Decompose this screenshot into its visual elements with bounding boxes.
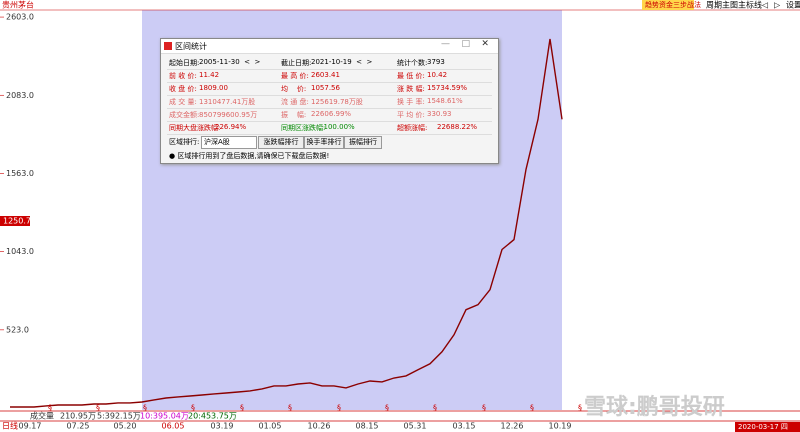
vol: 210.95万 [60,412,96,421]
price-line [10,38,563,408]
marker: § [48,404,52,413]
stock-name: 贵州茅台 [2,0,34,10]
stat-value: 3793 [427,58,445,66]
x-tick-label: 03.19 [211,422,234,431]
x-tick-label: 05.31 [404,422,427,431]
marker: § [482,404,486,413]
price-marker: 1250.7 [3,217,31,226]
marker: § [337,404,341,413]
vol-ma20: 20:453.75万 [188,412,237,421]
period: 日线 [2,421,18,431]
marker: § [240,404,244,413]
marker: § [143,404,147,413]
watermark: 雪球:鹏哥投研 [584,394,725,420]
menu-item[interactable]: ▷ [774,1,781,10]
vol-ma5: 5:392.15万 [97,412,141,421]
stat-label: 超额涨幅: [397,124,428,132]
x-tick-label: 01.05 [259,422,282,431]
strategy-box [642,0,694,10]
button[interactable]: 涨跌幅排行 [258,136,304,149]
stat-label: 成交金额: [169,111,200,119]
stats-dialog: 区间统计 — □ ✕ 起始日期: 2005-11-30 < > 截止日期: 2021-… [160,38,499,164]
rank-label: 区域排行: [169,138,200,146]
y-tick-label: 1043.0 [6,247,34,256]
stat-value: 2021-10-19 < > [311,58,373,66]
button[interactable]: 振幅排行 [344,136,382,149]
stat-label: 涨 跌 幅: [397,85,425,93]
marker: § [433,404,437,413]
stat-value: 22688.22% [437,123,478,131]
market-select[interactable]: 沪深A股 [201,136,257,149]
stat-label: 收 盘 价: [169,85,197,93]
x-tick-label: 06.05 [162,422,185,431]
stat-value: 850799600.95万 [199,111,258,119]
x-tick-label: 08.15 [356,422,379,431]
stat-label: 流 通 盘: [281,98,309,106]
stat-value: 1057.56 [311,84,340,92]
stat-label: 均 价: [281,85,307,93]
stat-value: 1809.00 [199,84,228,92]
stat-value: 2603.41 [311,71,340,79]
stat-value: 125619.78万股 [311,98,363,106]
stat-label: 同期大盘涨跌幅: [169,124,221,132]
marker: § [530,404,534,413]
stat-label: 起始日期: [169,59,200,67]
stat-label: 同期区涨跌幅: [281,124,326,132]
menu-item[interactable]: 设置 [786,0,800,10]
button[interactable]: 换手率排行 [304,136,344,149]
stat-value: 2005-11-30 < > [199,58,261,66]
stat-value: 15734.59% [427,84,468,92]
stat-label: 统计个数: [397,59,428,67]
dialog-title: 区间统计 [175,42,207,51]
stat-label: 平 均 价: [397,111,425,119]
y-tick-label: 2083.0 [6,91,34,100]
x-tick-label: 10.19 [549,422,572,431]
marker: § [288,404,292,413]
marker: § [96,404,100,413]
stat-value: 330.93 [427,110,452,118]
marker: § [385,404,389,413]
stat-value: 10.42 [427,71,448,79]
stat-value: 1310477.41万股 [199,98,256,106]
stat-value: -100.00% [321,123,355,131]
x-tick-label: 12.26 [501,422,524,431]
menu-item[interactable]: 主标线 [738,0,762,10]
stat-label: 最 低 价: [397,72,425,80]
marker: § [191,404,195,413]
menu-item[interactable]: 周期 [706,1,722,10]
vol-label: 成交量 [30,411,54,421]
stat-label: 最 高 价: [281,72,309,80]
x-tick-label: 09.17 [19,422,42,431]
note: ● 区域排行用到了盘后数据,请确保已下载盘后数据! [169,152,330,160]
stat-label: 振 幅: [281,111,307,119]
marker: § [578,404,582,413]
menu-item[interactable]: 主图 [722,0,738,10]
y-tick-label: 523.0 [6,325,29,334]
stat-label: 前 收 价: [169,72,197,80]
x-tick-label: 03.15 [453,422,476,431]
stat-value: 11.42 [199,71,220,79]
stat-label: 截止日期: [281,59,312,67]
stat-value: 1548.61% [427,97,463,105]
y-tick-label: 2603.0 [6,13,34,22]
x-tick-label: 05.20 [114,422,137,431]
stat-label: 成 交 量: [169,98,197,106]
date: 2020-03-17 四 [738,423,788,431]
vol-ma10: 10:395.04万 [140,412,189,421]
stat-value: 226.94% [215,123,247,131]
menu-item[interactable]: ◁ [761,1,768,10]
stat-value: 22606.99% [311,110,352,118]
x-tick-label: 10.26 [308,422,331,431]
y-tick-label: 1563.0 [6,169,34,178]
stat-label: 换 手 率: [397,98,425,106]
x-tick-label: 07.25 [67,422,90,431]
strategy: 趋势资金三步战法 [645,0,701,9]
